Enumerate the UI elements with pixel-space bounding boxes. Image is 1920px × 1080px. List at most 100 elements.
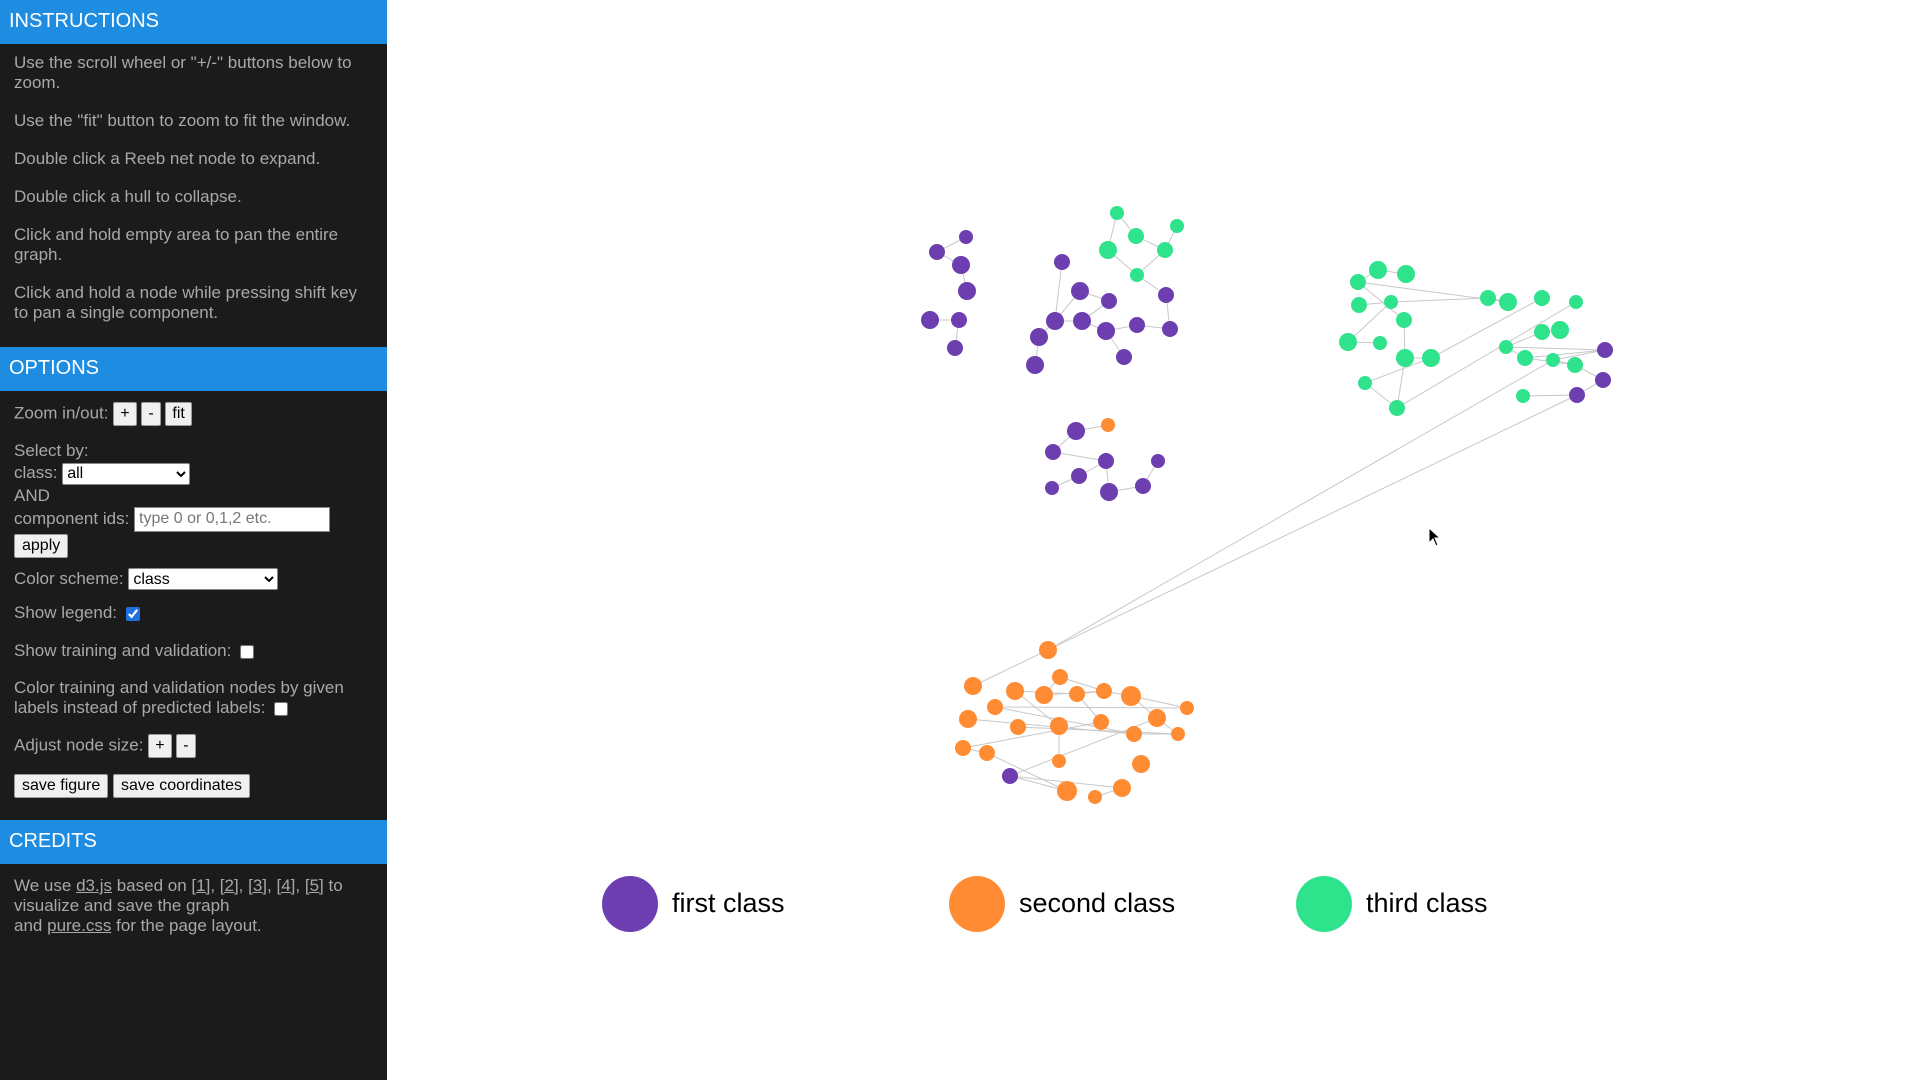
graph-node[interactable]	[921, 311, 939, 329]
graph-node[interactable]	[1096, 683, 1112, 699]
graph-node[interactable]	[1389, 400, 1405, 416]
graph-canvas[interactable]: first class second class third class	[387, 0, 1920, 1080]
save-figure-button[interactable]: save figure	[14, 774, 109, 799]
graph-node[interactable]	[1121, 686, 1141, 706]
pure-css-link[interactable]: pure.css	[47, 916, 112, 936]
d3-link[interactable]: d3.js	[76, 876, 112, 896]
graph-node[interactable]	[1499, 340, 1513, 354]
graph-node[interactable]	[1035, 686, 1053, 704]
graph-node[interactable]	[1101, 293, 1117, 309]
graph-node[interactable]	[1158, 287, 1174, 303]
graph-node[interactable]	[964, 677, 982, 695]
graph-node[interactable]	[1030, 328, 1048, 346]
node-size-plus-button[interactable]: +	[148, 734, 172, 759]
graph-node[interactable]	[1534, 290, 1550, 306]
graph-node[interactable]	[1098, 453, 1114, 469]
graph-node[interactable]	[947, 340, 963, 356]
color-training-checkbox[interactable]	[274, 701, 289, 716]
save-coordinates-button[interactable]: save coordinates	[113, 774, 250, 799]
graph-node[interactable]	[1595, 372, 1611, 388]
graph-node[interactable]	[1057, 781, 1077, 801]
class-select[interactable]: all	[62, 462, 191, 485]
graph-node[interactable]	[1052, 669, 1068, 685]
graph-node[interactable]	[1569, 295, 1583, 309]
graph-node[interactable]	[1071, 468, 1087, 484]
graph-node[interactable]	[1567, 357, 1583, 373]
graph-node[interactable]	[1397, 265, 1415, 283]
graph-node[interactable]	[1148, 709, 1166, 727]
apply-button[interactable]: apply	[14, 533, 69, 558]
zoom-in-button[interactable]: +	[113, 402, 137, 426]
ref-link-2[interactable]: [2]	[219, 876, 239, 896]
graph-node[interactable]	[1339, 333, 1357, 351]
graph-node[interactable]	[1093, 714, 1109, 730]
graph-node[interactable]	[1101, 418, 1115, 432]
graph-node[interactable]	[1499, 293, 1517, 311]
ref-link-5[interactable]: [5]	[304, 876, 324, 896]
component-ids-input[interactable]	[134, 506, 331, 532]
graph-node[interactable]	[1110, 206, 1124, 220]
graph-node[interactable]	[1132, 755, 1150, 773]
graph-node[interactable]	[1517, 350, 1533, 366]
graph-node[interactable]	[1026, 356, 1044, 374]
graph-node[interactable]	[1546, 353, 1560, 367]
graph-node[interactable]	[1373, 336, 1387, 350]
graph-node[interactable]	[958, 282, 976, 300]
graph-node[interactable]	[1045, 444, 1061, 460]
graph-node[interactable]	[955, 740, 971, 756]
graph-node[interactable]	[1151, 454, 1165, 468]
graph-node[interactable]	[951, 312, 967, 328]
graph-node[interactable]	[1069, 686, 1085, 702]
graph-node[interactable]	[1351, 297, 1367, 313]
graph-node[interactable]	[1396, 312, 1412, 328]
show-legend-checkbox[interactable]	[125, 606, 140, 621]
ref-link-3[interactable]: [3]	[248, 876, 268, 896]
graph-node[interactable]	[1180, 701, 1194, 715]
graph-node[interactable]	[1162, 321, 1178, 337]
graph-node[interactable]	[1350, 274, 1366, 290]
graph-node[interactable]	[1480, 290, 1496, 306]
graph-node[interactable]	[1050, 717, 1068, 735]
graph-node[interactable]	[1099, 241, 1117, 259]
color-scheme-select[interactable]: class	[128, 568, 279, 591]
graph-node[interactable]	[1052, 754, 1066, 768]
graph-node[interactable]	[1088, 790, 1102, 804]
ref-link-1[interactable]: [1]	[191, 876, 211, 896]
graph-node[interactable]	[1045, 481, 1059, 495]
graph-node[interactable]	[1113, 779, 1131, 797]
graph-node[interactable]	[1422, 349, 1440, 367]
graph-node[interactable]	[1006, 682, 1024, 700]
fit-button[interactable]: fit	[165, 402, 192, 426]
graph-nodes[interactable]	[921, 206, 1613, 804]
graph-node[interactable]	[952, 256, 970, 274]
graph-node[interactable]	[1130, 268, 1144, 282]
graph-node[interactable]	[987, 699, 1003, 715]
graph-node[interactable]	[1010, 719, 1026, 735]
graph-node[interactable]	[959, 710, 977, 728]
zoom-out-button[interactable]: -	[141, 402, 161, 426]
graph-node[interactable]	[1129, 317, 1145, 333]
graph-node[interactable]	[1071, 282, 1089, 300]
graph-node[interactable]	[1534, 324, 1550, 340]
graph-node[interactable]	[1369, 261, 1387, 279]
graph-node[interactable]	[959, 230, 973, 244]
graph-node[interactable]	[1073, 312, 1091, 330]
graph-node[interactable]	[979, 745, 995, 761]
graph-node[interactable]	[1067, 422, 1085, 440]
graph-node[interactable]	[1046, 312, 1064, 330]
graph-node[interactable]	[1100, 483, 1118, 501]
graph-node[interactable]	[1170, 219, 1184, 233]
ref-link-4[interactable]: [4]	[276, 876, 296, 896]
graph-node[interactable]	[1516, 389, 1530, 403]
graph-node[interactable]	[1358, 376, 1372, 390]
graph-node[interactable]	[1126, 726, 1142, 742]
graph-node[interactable]	[1396, 349, 1414, 367]
graph-node[interactable]	[1002, 768, 1018, 784]
graph-node[interactable]	[1171, 727, 1185, 741]
node-size-minus-button[interactable]: -	[176, 734, 196, 759]
graph-node[interactable]	[1039, 641, 1057, 659]
graph-node[interactable]	[1384, 295, 1398, 309]
graph-node[interactable]	[1128, 228, 1144, 244]
show-training-checkbox[interactable]	[240, 644, 255, 659]
graph-node[interactable]	[1551, 321, 1569, 339]
